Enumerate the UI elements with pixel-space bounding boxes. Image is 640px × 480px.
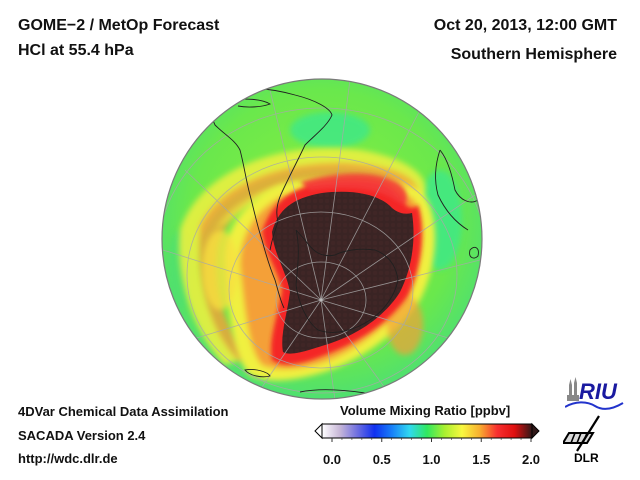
meridian — [189, 299, 322, 341]
version-label: SACADA Version 2.4 — [18, 428, 146, 443]
riu-logo: RIU — [565, 377, 624, 410]
meridian — [259, 299, 322, 391]
field-red-tongue — [300, 173, 407, 205]
latitude-circle — [275, 261, 367, 339]
field-cyan-patch — [290, 112, 370, 148]
website-link[interactable]: http://wdc.dlr.de — [18, 451, 118, 466]
meridian — [320, 299, 336, 399]
meridian — [320, 79, 351, 301]
latitude-circle — [186, 156, 458, 394]
colorbar-tick-label: 0.5 — [372, 452, 391, 467]
map-title: GOME−2 / MetOp Forecast — [18, 17, 220, 34]
meridian — [320, 259, 481, 301]
colorbar-min-extend-arrow — [314, 422, 323, 440]
vmr-field — [162, 79, 482, 399]
latitude-circle — [228, 211, 414, 369]
assimilation-label: 4DVar Chemical Data Assimilation — [18, 404, 229, 419]
colorbar-tick-label: 2.0 — [521, 452, 541, 467]
colorbar-tick-label: 1.0 — [422, 452, 441, 467]
coastline-south-america-west — [210, 91, 285, 309]
latitude-circle — [162, 107, 482, 399]
meridian — [320, 299, 456, 341]
colorbar-tick-label: 0.0 — [322, 452, 342, 467]
graticule — [162, 79, 482, 399]
meridian — [320, 299, 391, 396]
map-subtitle-species-level: HCl at 55.4 hPa — [18, 42, 134, 59]
coastline-antarctica — [295, 229, 399, 333]
meridian — [267, 81, 322, 301]
dlr-logo-text: DLR — [574, 451, 599, 465]
globe-outline — [161, 78, 483, 400]
coastline-australia-south — [299, 389, 366, 394]
colorbar-max-extend-arrow — [531, 422, 540, 440]
meridian — [320, 109, 421, 301]
field-yellow-band — [179, 148, 426, 365]
coastline-africa-south — [435, 149, 469, 231]
riu-logo-text: RIU — [579, 379, 618, 404]
dlr-logo: DLR — [563, 415, 600, 465]
south-pole-marker — [319, 298, 323, 302]
meridian — [320, 194, 476, 301]
coastline-south-america-east — [217, 87, 333, 251]
meridian — [184, 169, 322, 301]
forecast-datetime: Oct 20, 2013, 12:00 GMT — [433, 17, 617, 34]
colorbar-tick-label: 1.5 — [472, 452, 491, 467]
colorbar-title: Volume Mixing Ratio [ppbv] — [340, 403, 511, 418]
coastline-australia-west — [244, 369, 271, 378]
coastline-madagascar — [469, 246, 479, 259]
colorbar-gradient — [321, 423, 533, 439]
meridian — [162, 249, 322, 301]
coastlines — [210, 87, 479, 394]
coastline-africa-west — [439, 149, 479, 203]
hemisphere-label: Southern Hemisphere — [450, 46, 617, 63]
